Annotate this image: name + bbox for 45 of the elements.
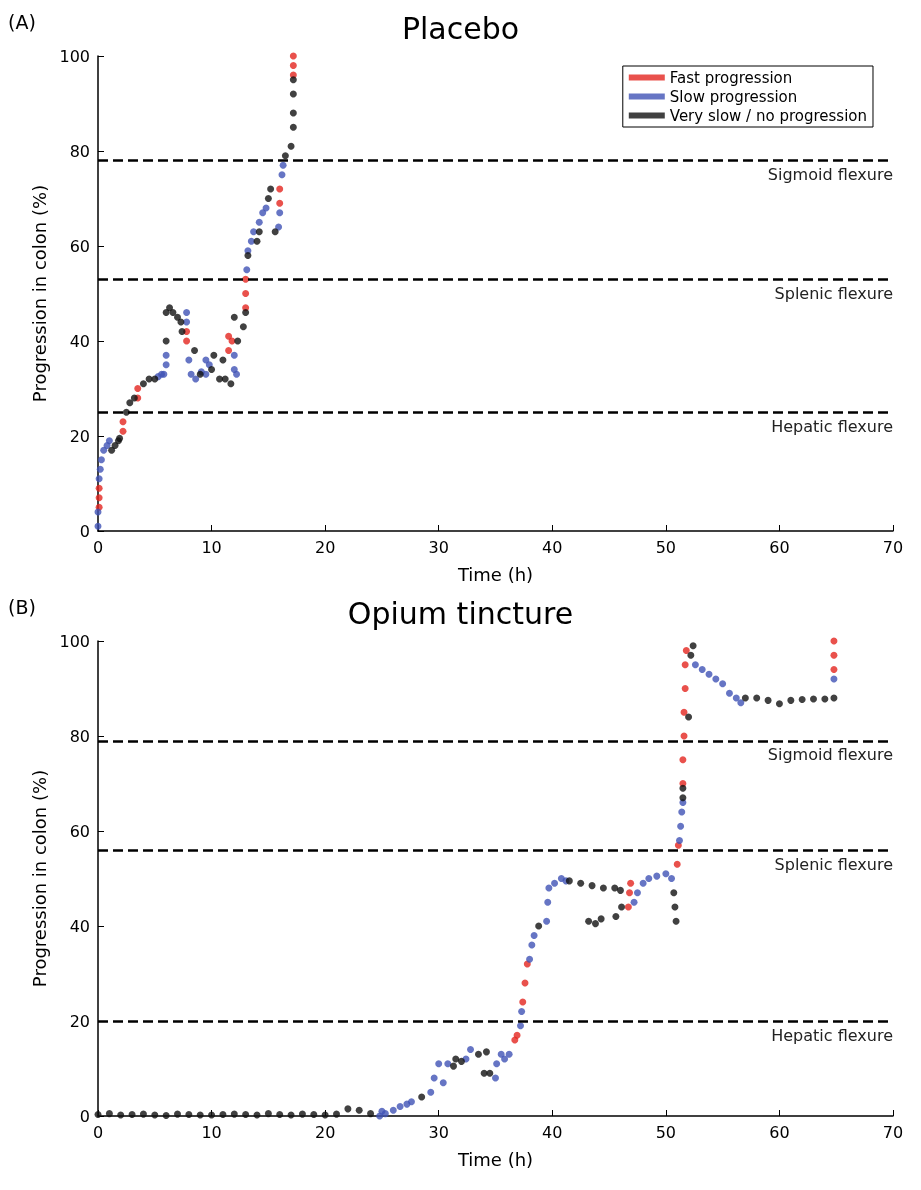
ref-line-label: Hepatic flexure	[771, 416, 893, 436]
x-axis-title: Time (h)	[456, 1148, 534, 1170]
y-tick-label: 0	[79, 521, 90, 541]
text: (A)	[8, 10, 36, 33]
ref-line-label: Splenic flexure	[774, 854, 893, 874]
x-tick-label: 20	[314, 537, 336, 557]
ref-line-label: Hepatic flexure	[771, 1025, 893, 1045]
y-tick-label: 40	[69, 916, 90, 936]
y-axis-title: Progression in colon (%)	[28, 769, 50, 988]
y-tick-label: 40	[69, 331, 90, 351]
legend-label: Fast progression	[669, 68, 793, 87]
x-tick-label: 40	[542, 1122, 563, 1142]
y-tick-label: 80	[69, 141, 90, 161]
chart-title: Placebo	[401, 10, 520, 46]
text: (B)	[8, 595, 36, 618]
legend-label: Slow progression	[669, 87, 798, 106]
y-tick-label: 100	[59, 46, 90, 66]
x-tick-label: 30	[428, 537, 449, 557]
x-tick-label: 70	[882, 1122, 904, 1142]
x-tick-label: 50	[655, 537, 677, 557]
x-tick-label: 20	[314, 1122, 336, 1142]
chart-title: Opium tincture	[347, 595, 574, 631]
x-tick-label: 60	[769, 537, 790, 557]
x-tick-label: 50	[655, 1122, 677, 1142]
x-tick-label: 10	[201, 1122, 222, 1142]
y-tick-label: 60	[69, 821, 90, 841]
y-axis-title: Progression in colon (%)	[28, 184, 50, 403]
y-tick-label: 80	[69, 726, 90, 746]
x-tick-label: 0	[92, 537, 104, 557]
y-tick-label: 60	[69, 236, 90, 256]
y-tick-label: 20	[69, 426, 90, 446]
ref-line-label: Sigmoid flexure	[767, 745, 893, 765]
x-tick-label: 40	[542, 537, 563, 557]
ref-line-label: Sigmoid flexure	[767, 165, 893, 184]
y-tick-label: 100	[59, 631, 90, 651]
y-tick-label: 20	[69, 1011, 90, 1031]
y-tick-label: 0	[79, 1106, 90, 1126]
x-tick-label: 0	[92, 1122, 104, 1142]
x-axis-title: Time (h)	[456, 563, 534, 585]
x-tick-label: 60	[769, 1122, 790, 1142]
x-tick-label: 70	[882, 537, 904, 557]
x-tick-label: 30	[428, 1122, 449, 1142]
legend-label: Very slow / no progression	[669, 106, 868, 125]
x-tick-label: 10	[201, 537, 222, 557]
ref-line-label: Splenic flexure	[774, 283, 893, 303]
